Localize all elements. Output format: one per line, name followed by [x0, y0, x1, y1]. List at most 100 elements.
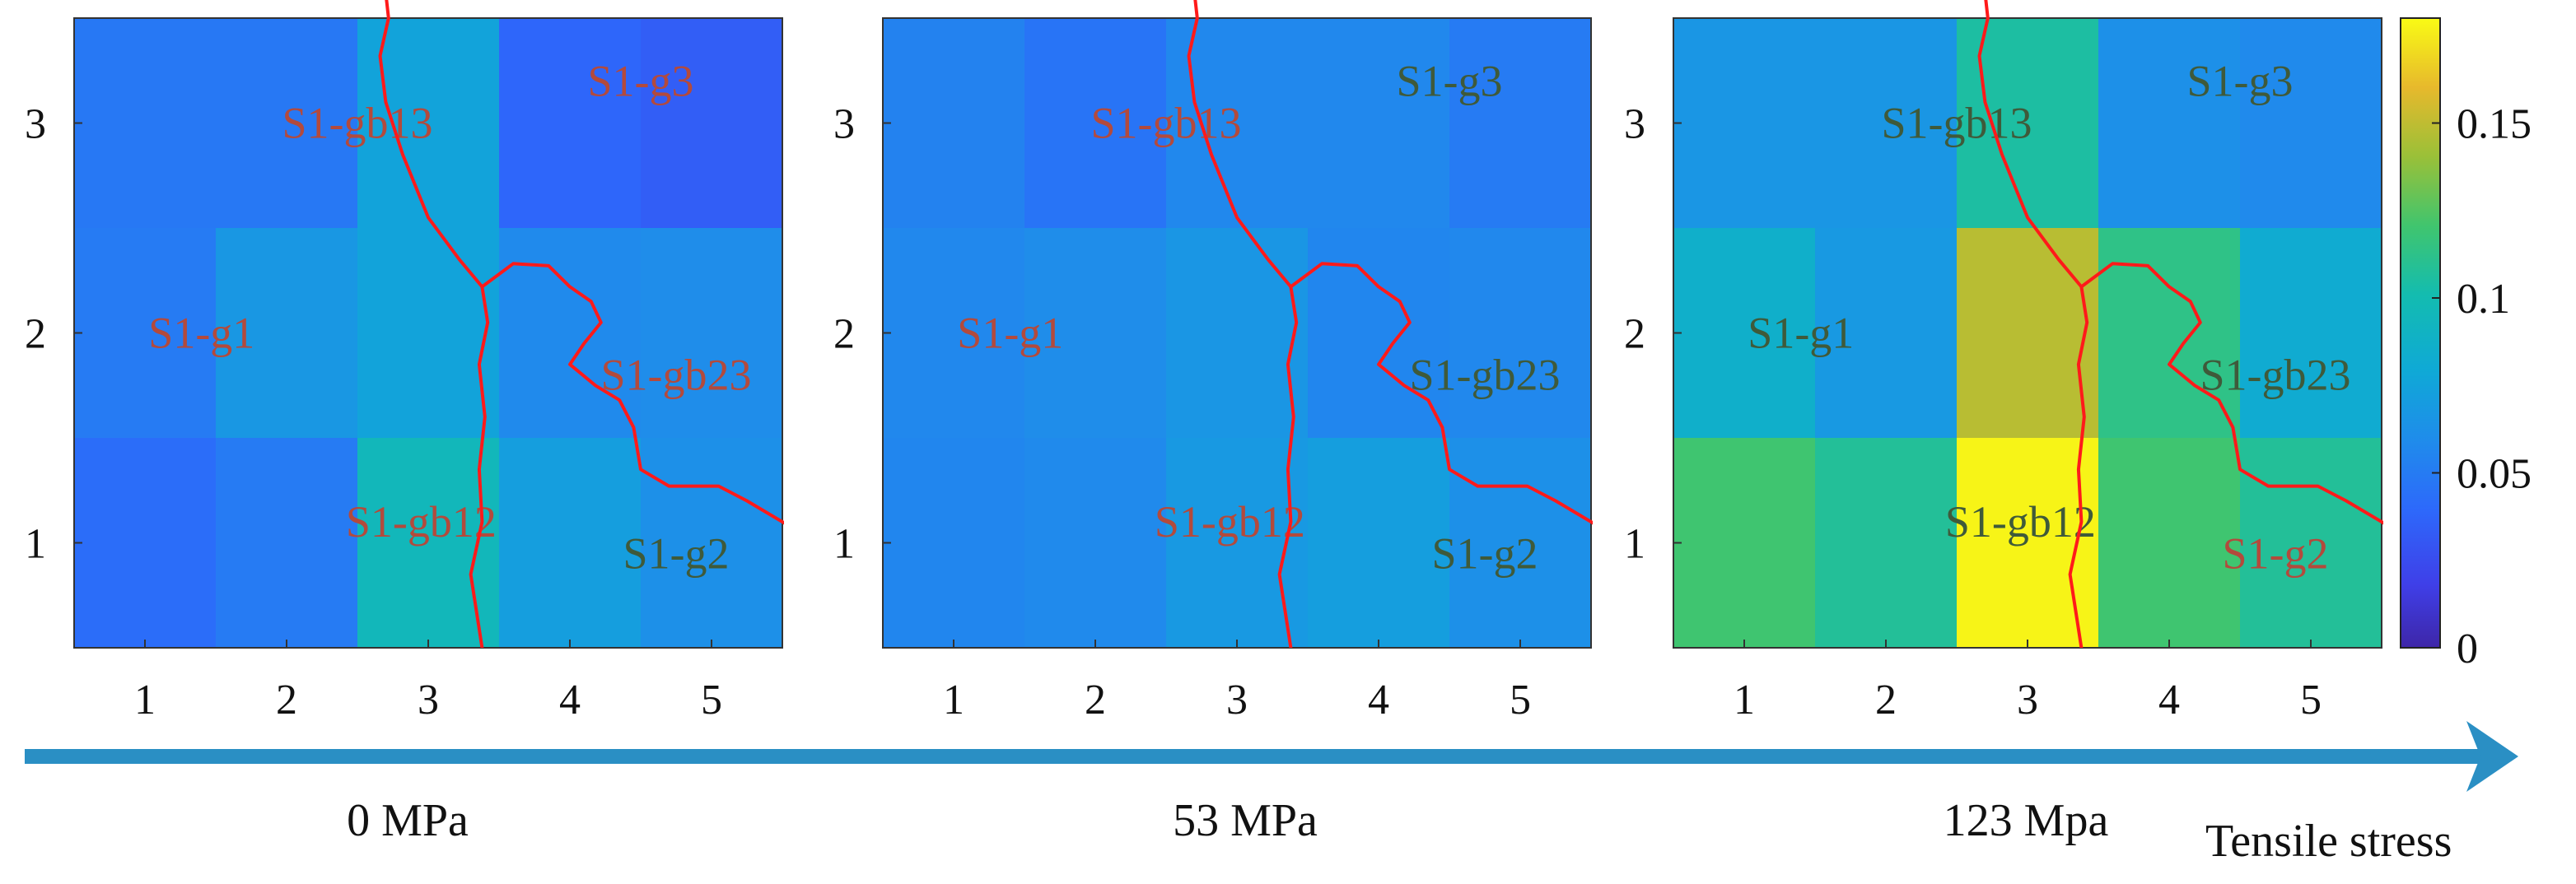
grain-boundary-group — [1977, 0, 2383, 648]
heatmap-cell — [883, 438, 1025, 649]
tensile-stress-label: Tensile stress — [2205, 816, 2452, 867]
region-label: S1-gb23 — [1409, 351, 1560, 400]
region-label: S1-gb23 — [2200, 351, 2350, 400]
x-tick-label: 2 — [276, 677, 297, 723]
heatmap-cell — [1449, 228, 1592, 439]
y-tick-label: 1 — [1624, 521, 1645, 568]
y-tick-label: 1 — [25, 521, 46, 568]
heatmap-cell — [1308, 438, 1450, 649]
region-label: S1-g3 — [2186, 57, 2293, 106]
colorbar-scale — [2400, 17, 2441, 649]
region-label: S1-g2 — [623, 528, 729, 578]
x-tick-label: 5 — [701, 677, 722, 723]
region-label: S1-g1 — [1748, 309, 1854, 358]
colorbar-tick-label: 0.1 — [2457, 276, 2510, 323]
heatmap-cell — [2098, 228, 2241, 439]
region-label: S1-g2 — [1431, 528, 1538, 578]
y-tick-label: 3 — [833, 101, 855, 148]
heatmap-cell — [216, 438, 358, 649]
heatmap-cell — [2240, 18, 2382, 229]
region-label: S1-gb12 — [346, 497, 497, 547]
stress-arrow-head — [2466, 721, 2518, 792]
x-tick-label: 1 — [1734, 677, 1755, 723]
grain-boundary-branch — [2079, 262, 2383, 525]
y-tick-label: 3 — [25, 101, 46, 148]
x-tick-label: 3 — [1226, 677, 1248, 723]
heatmap-cell — [2240, 438, 2382, 649]
x-tick-label: 1 — [134, 677, 156, 723]
stage-label-2: 123 Mpa — [1944, 795, 2109, 846]
x-tick-label: 1 — [943, 677, 964, 723]
region-label: S1-g1 — [148, 309, 254, 358]
heatmap-cell — [641, 228, 783, 439]
heatmap-panel-3: 1 2 3 4 5 1 2 3 S1-gb13 S1-g3 S1-g1 S1-gb23 S1-gb12 S… — [1624, 17, 2382, 723]
heatmap-cell — [1673, 438, 1816, 649]
stress-axis: 0 MPa 53 MPa 123 Mpa Tensile stress — [25, 721, 2518, 867]
heatmap-cell — [2098, 18, 2241, 229]
x-tick-label: 2 — [1875, 677, 1897, 723]
region-label: S1-g1 — [957, 309, 1063, 358]
x-tick-label: 4 — [1368, 677, 1389, 723]
heatmap-cell — [883, 228, 1025, 439]
stage-label-1: 53 MPa — [1173, 795, 1318, 846]
heatmap-cell — [1449, 438, 1592, 649]
colorbar: 0 0.05 0.1 0.15 — [2400, 17, 2532, 672]
heatmap-panels: 1 2 3 4 5 1 2 3 S1-gb13 S1-g3 S1-g1 S1-gb23 S1-gb12 S… — [25, 17, 2382, 723]
x-tick-label: 2 — [1085, 677, 1106, 723]
heatmap-cell — [2098, 438, 2241, 649]
y-tick-label: 3 — [1624, 101, 1645, 148]
heatmap-cell — [216, 228, 358, 439]
heatmap-cell — [499, 438, 642, 649]
x-tick-label: 5 — [1510, 677, 1531, 723]
grain-boundary-branch — [1289, 262, 1593, 525]
heatmap-panel-2: 1 2 3 4 5 1 2 3 S1-gb13 S1-g3 S1-g1 S1-gb23 S1-gb12 S… — [833, 17, 1592, 723]
heatmap-cell — [499, 228, 642, 439]
region-label: S1-g3 — [1396, 57, 1502, 106]
stress-arrow-shaft — [25, 749, 2487, 764]
grain-boundary-group — [378, 0, 784, 648]
grain-boundary-branch — [480, 262, 784, 525]
heatmap-cell — [1815, 228, 1958, 439]
heatmap-cell — [1166, 228, 1309, 439]
heatmap-cell — [1024, 18, 1167, 229]
x-tick-label: 3 — [418, 677, 439, 723]
heatmap-cell — [1449, 18, 1592, 229]
heatmap-cell — [74, 438, 217, 649]
heatmap-cell — [1815, 438, 1958, 649]
heatmap-cell — [2240, 228, 2382, 439]
heatmap-cell — [74, 228, 217, 439]
heatmap-cell — [641, 438, 783, 649]
heatmap-cell — [216, 18, 358, 229]
heatmap-cell — [499, 18, 642, 229]
heatmap-cell — [1673, 18, 1816, 229]
region-label: S1-gb13 — [1881, 99, 2032, 148]
heatmap-cell — [74, 18, 217, 229]
stage-label-0: 0 MPa — [347, 795, 469, 846]
region-label: S1-gb12 — [1945, 497, 2096, 547]
region-label: S1-gb13 — [282, 99, 432, 148]
x-tick-label: 4 — [559, 677, 581, 723]
y-tick-label: 2 — [833, 311, 855, 358]
heatmap-cell — [641, 18, 783, 229]
colorbar-tick-label: 0.05 — [2457, 451, 2532, 498]
heatmap-cell — [1308, 18, 1450, 229]
y-tick-label: 1 — [833, 521, 855, 568]
grain-boundary-overlays — [378, 0, 2383, 648]
region-label: S1-g3 — [587, 57, 693, 106]
y-tick-label: 2 — [1624, 311, 1645, 358]
x-tick-label: 3 — [2017, 677, 2038, 723]
region-label: S1-g2 — [2222, 528, 2328, 578]
heatmap-cell — [357, 228, 500, 439]
heatmap-cell — [1957, 228, 2099, 439]
x-tick-label: 5 — [2300, 677, 2322, 723]
y-tick-label: 2 — [25, 311, 46, 358]
colorbar-tick-label: 0.15 — [2457, 101, 2532, 148]
region-label: S1-gb23 — [600, 351, 751, 400]
region-label: S1-gb12 — [1155, 497, 1305, 547]
heatmap-cell — [1024, 228, 1167, 439]
heatmap-cell — [1308, 228, 1450, 439]
heatmap-cell — [1024, 438, 1167, 649]
colorbar-tick-label: 0 — [2457, 626, 2478, 672]
grain-boundary-group — [1187, 0, 1593, 648]
